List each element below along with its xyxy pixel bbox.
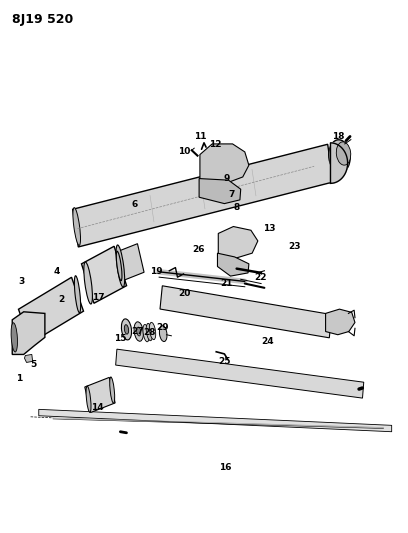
Text: 14: 14 [91, 403, 103, 412]
Polygon shape [199, 179, 241, 204]
Text: 26: 26 [192, 245, 204, 254]
Ellipse shape [116, 245, 125, 287]
Text: 11: 11 [194, 132, 206, 141]
Polygon shape [12, 312, 45, 354]
Text: 22: 22 [254, 273, 266, 281]
Text: 8: 8 [233, 204, 240, 212]
Ellipse shape [110, 377, 115, 403]
Text: 8J19 520: 8J19 520 [12, 13, 73, 26]
Polygon shape [160, 286, 332, 338]
Ellipse shape [149, 322, 156, 340]
Polygon shape [82, 246, 126, 303]
Ellipse shape [137, 327, 141, 336]
Ellipse shape [116, 251, 122, 281]
Text: 20: 20 [178, 289, 191, 298]
Text: 16: 16 [219, 464, 231, 472]
Polygon shape [326, 309, 355, 335]
Ellipse shape [73, 208, 80, 245]
Polygon shape [116, 244, 144, 281]
Ellipse shape [146, 324, 153, 341]
Ellipse shape [134, 322, 143, 341]
Polygon shape [18, 277, 84, 343]
Ellipse shape [86, 386, 91, 413]
Ellipse shape [84, 262, 93, 304]
Text: 3: 3 [18, 277, 24, 286]
Text: 19: 19 [150, 268, 162, 276]
Ellipse shape [160, 326, 167, 342]
Text: 6: 6 [131, 200, 138, 209]
Text: 7: 7 [228, 190, 235, 199]
Text: 28: 28 [143, 328, 155, 337]
Polygon shape [115, 349, 364, 398]
Polygon shape [217, 253, 249, 276]
Polygon shape [85, 377, 115, 413]
Ellipse shape [336, 142, 351, 165]
Text: 2: 2 [58, 295, 64, 304]
Polygon shape [39, 409, 392, 432]
Polygon shape [218, 227, 258, 259]
Text: 17: 17 [92, 293, 104, 302]
Ellipse shape [74, 276, 81, 313]
Text: 29: 29 [156, 323, 169, 332]
Text: 5: 5 [30, 360, 37, 369]
Ellipse shape [11, 323, 18, 352]
Polygon shape [330, 143, 348, 183]
Ellipse shape [124, 325, 129, 334]
Text: 24: 24 [262, 337, 274, 345]
Polygon shape [200, 144, 249, 182]
Polygon shape [73, 144, 333, 247]
Ellipse shape [122, 319, 131, 340]
Text: 25: 25 [218, 357, 231, 366]
Text: 1: 1 [16, 374, 23, 383]
Text: 10: 10 [178, 147, 191, 156]
Ellipse shape [143, 325, 149, 342]
Polygon shape [24, 354, 33, 362]
Text: 4: 4 [54, 268, 60, 276]
Ellipse shape [329, 140, 350, 173]
Text: 23: 23 [288, 242, 301, 251]
Text: 12: 12 [209, 141, 222, 149]
Text: 15: 15 [115, 335, 127, 343]
Text: 9: 9 [224, 174, 230, 183]
Text: 27: 27 [132, 327, 144, 336]
Text: 13: 13 [263, 224, 275, 232]
Text: 21: 21 [221, 279, 233, 288]
Text: 18: 18 [333, 132, 345, 141]
